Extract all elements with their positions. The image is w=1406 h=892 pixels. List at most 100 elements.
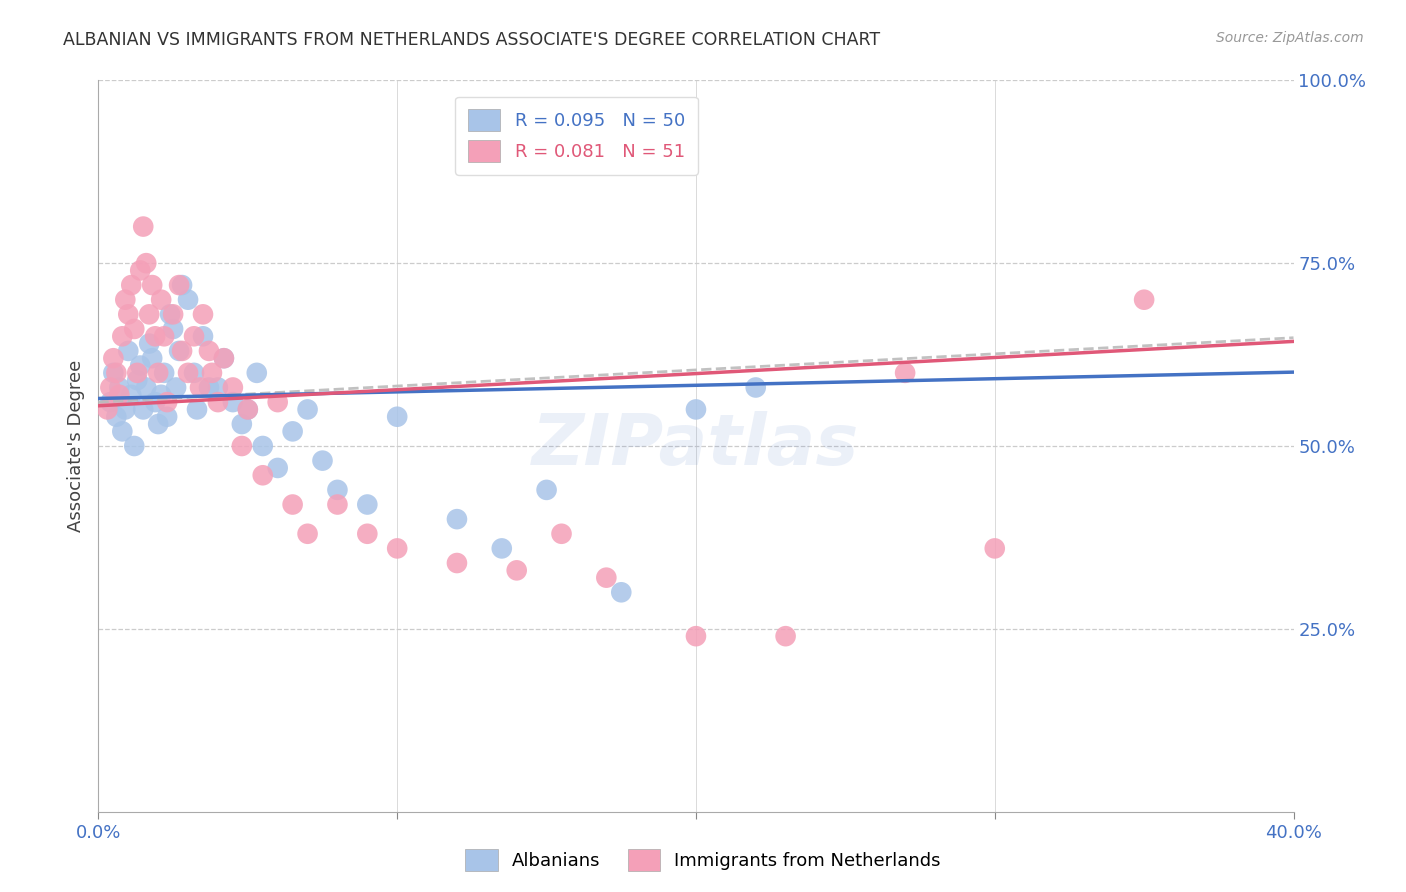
Point <box>108 380 131 394</box>
Text: ALBANIAN VS IMMIGRANTS FROM NETHERLANDS ASSOCIATE'S DEGREE CORRELATION CHART: ALBANIAN VS IMMIGRANTS FROM NETHERLANDS … <box>63 31 880 49</box>
Point <box>311 453 333 467</box>
Point <box>222 380 245 394</box>
Point <box>162 322 184 336</box>
Point <box>595 571 617 585</box>
Point <box>246 366 269 380</box>
Point <box>252 468 274 483</box>
Point <box>231 439 253 453</box>
Point <box>111 425 134 439</box>
Point <box>550 526 572 541</box>
Point <box>610 585 633 599</box>
Point <box>172 343 194 358</box>
Point <box>132 402 155 417</box>
Point <box>148 417 170 431</box>
Point <box>162 307 184 321</box>
Point <box>127 366 149 380</box>
Point <box>98 395 122 409</box>
Point <box>385 541 409 556</box>
Point <box>491 541 513 556</box>
Point <box>222 395 245 409</box>
Point <box>129 359 152 373</box>
Point <box>236 402 259 417</box>
Point <box>207 395 229 409</box>
Point <box>103 351 125 366</box>
Point <box>198 380 221 394</box>
Point <box>775 629 797 643</box>
Legend: R = 0.095   N = 50, R = 0.081   N = 51: R = 0.095 N = 50, R = 0.081 N = 51 <box>456 96 697 175</box>
Point <box>96 402 118 417</box>
Point <box>183 329 205 343</box>
Point <box>141 351 163 366</box>
Point <box>127 373 149 387</box>
Point <box>685 402 707 417</box>
Point <box>188 380 211 394</box>
Point <box>120 278 142 293</box>
Point <box>894 366 917 380</box>
Point <box>252 439 274 453</box>
Point <box>148 366 170 380</box>
Point <box>124 322 146 336</box>
Point <box>297 526 319 541</box>
Point <box>536 483 558 497</box>
Point <box>685 629 707 643</box>
Point <box>745 380 768 394</box>
Point <box>356 498 378 512</box>
Point <box>446 556 468 570</box>
Legend: Albanians, Immigrants from Netherlands: Albanians, Immigrants from Netherlands <box>458 842 948 879</box>
Point <box>177 293 200 307</box>
Point <box>167 343 190 358</box>
Point <box>135 380 157 394</box>
Point <box>356 526 378 541</box>
Point <box>281 498 304 512</box>
Point <box>231 417 253 431</box>
Point <box>186 402 208 417</box>
Point <box>183 366 205 380</box>
Point <box>156 409 179 424</box>
Point <box>165 380 187 394</box>
Point <box>984 541 1007 556</box>
Point <box>159 307 181 321</box>
Y-axis label: Associate's Degree: Associate's Degree <box>66 359 84 533</box>
Point <box>150 388 173 402</box>
Point <box>326 498 349 512</box>
Point <box>267 461 290 475</box>
Point <box>212 351 235 366</box>
Point <box>153 366 176 380</box>
Point <box>143 329 166 343</box>
Point <box>111 329 134 343</box>
Point <box>506 563 529 577</box>
Point <box>207 380 229 394</box>
Point <box>236 402 259 417</box>
Point <box>326 483 349 497</box>
Point <box>198 343 221 358</box>
Point <box>132 219 155 234</box>
Point <box>191 307 214 321</box>
Point <box>135 256 157 270</box>
Point <box>124 439 146 453</box>
Point <box>281 425 304 439</box>
Point <box>201 366 224 380</box>
Text: Source: ZipAtlas.com: Source: ZipAtlas.com <box>1216 31 1364 45</box>
Point <box>103 366 125 380</box>
Point <box>105 366 128 380</box>
Point <box>446 512 468 526</box>
Point <box>156 395 179 409</box>
Point <box>138 336 160 351</box>
Point <box>212 351 235 366</box>
Point <box>267 395 290 409</box>
Point <box>108 388 131 402</box>
Point <box>172 278 194 293</box>
Point <box>191 329 214 343</box>
Point <box>105 409 128 424</box>
Point <box>1133 293 1156 307</box>
Point <box>129 263 152 277</box>
Point <box>167 278 190 293</box>
Text: ZIPatlas: ZIPatlas <box>533 411 859 481</box>
Point <box>138 307 160 321</box>
Point <box>297 402 319 417</box>
Point <box>150 293 173 307</box>
Point <box>117 307 139 321</box>
Point <box>153 329 176 343</box>
Point <box>385 409 409 424</box>
Point <box>120 388 142 402</box>
